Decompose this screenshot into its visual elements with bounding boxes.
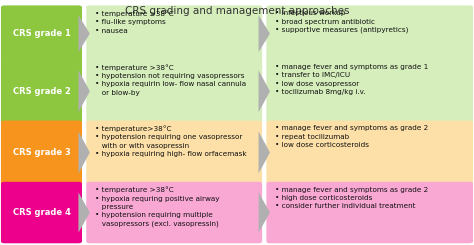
FancyBboxPatch shape [1,59,82,123]
FancyBboxPatch shape [266,182,473,243]
Polygon shape [78,132,90,173]
FancyBboxPatch shape [266,121,473,184]
Text: • manage fever and symptoms as grade 2
• high dose corticosteroids
• consider fu: • manage fever and symptoms as grade 2 •… [275,187,428,209]
Text: • temperature>38°C
• hypotension requiring one vasopressor
   with or with vasop: • temperature>38°C • hypotension requiri… [95,125,246,157]
FancyBboxPatch shape [1,121,82,184]
Text: • temperature >38°C
• hypoxia requring positive airway
   pressure
• hypotension: • temperature >38°C • hypoxia requring p… [95,187,219,227]
FancyBboxPatch shape [266,59,473,123]
FancyBboxPatch shape [86,182,262,243]
Text: CRS grade 2: CRS grade 2 [12,87,71,96]
Polygon shape [78,15,90,52]
FancyBboxPatch shape [86,59,262,123]
Polygon shape [78,192,90,233]
Text: CRS grade 3: CRS grade 3 [13,148,70,157]
FancyBboxPatch shape [266,5,473,62]
Text: CRS grading and management approaches: CRS grading and management approaches [125,6,349,16]
Text: • manage fever and symptoms as grade 2
• repeat tocilizumab
• low dose corticost: • manage fever and symptoms as grade 2 •… [275,125,428,148]
FancyBboxPatch shape [86,5,262,62]
Text: CRS grade 1: CRS grade 1 [12,29,71,38]
Text: • manage fever and symptoms as grade 1
• transfer to IMC/ICU
• low dose vasopres: • manage fever and symptoms as grade 1 •… [275,64,428,95]
FancyBboxPatch shape [1,182,82,243]
Text: • temperature >38°C
• hypotension not requiring vasopressors
• hypoxia requirin : • temperature >38°C • hypotension not re… [95,64,246,96]
Text: • infectious workup
• broad spectrum antibiotic
• supportive measures (antipyret: • infectious workup • broad spectrum ant… [275,10,408,33]
FancyBboxPatch shape [86,121,262,184]
Polygon shape [259,132,270,173]
FancyBboxPatch shape [1,5,82,62]
Text: CRS grade 4: CRS grade 4 [12,208,71,217]
Text: • temperature >38°C
• flu-like symptoms
• nausea: • temperature >38°C • flu-like symptoms … [95,10,173,34]
Polygon shape [259,70,270,112]
Polygon shape [259,15,270,52]
Polygon shape [259,192,270,233]
Polygon shape [78,70,90,112]
